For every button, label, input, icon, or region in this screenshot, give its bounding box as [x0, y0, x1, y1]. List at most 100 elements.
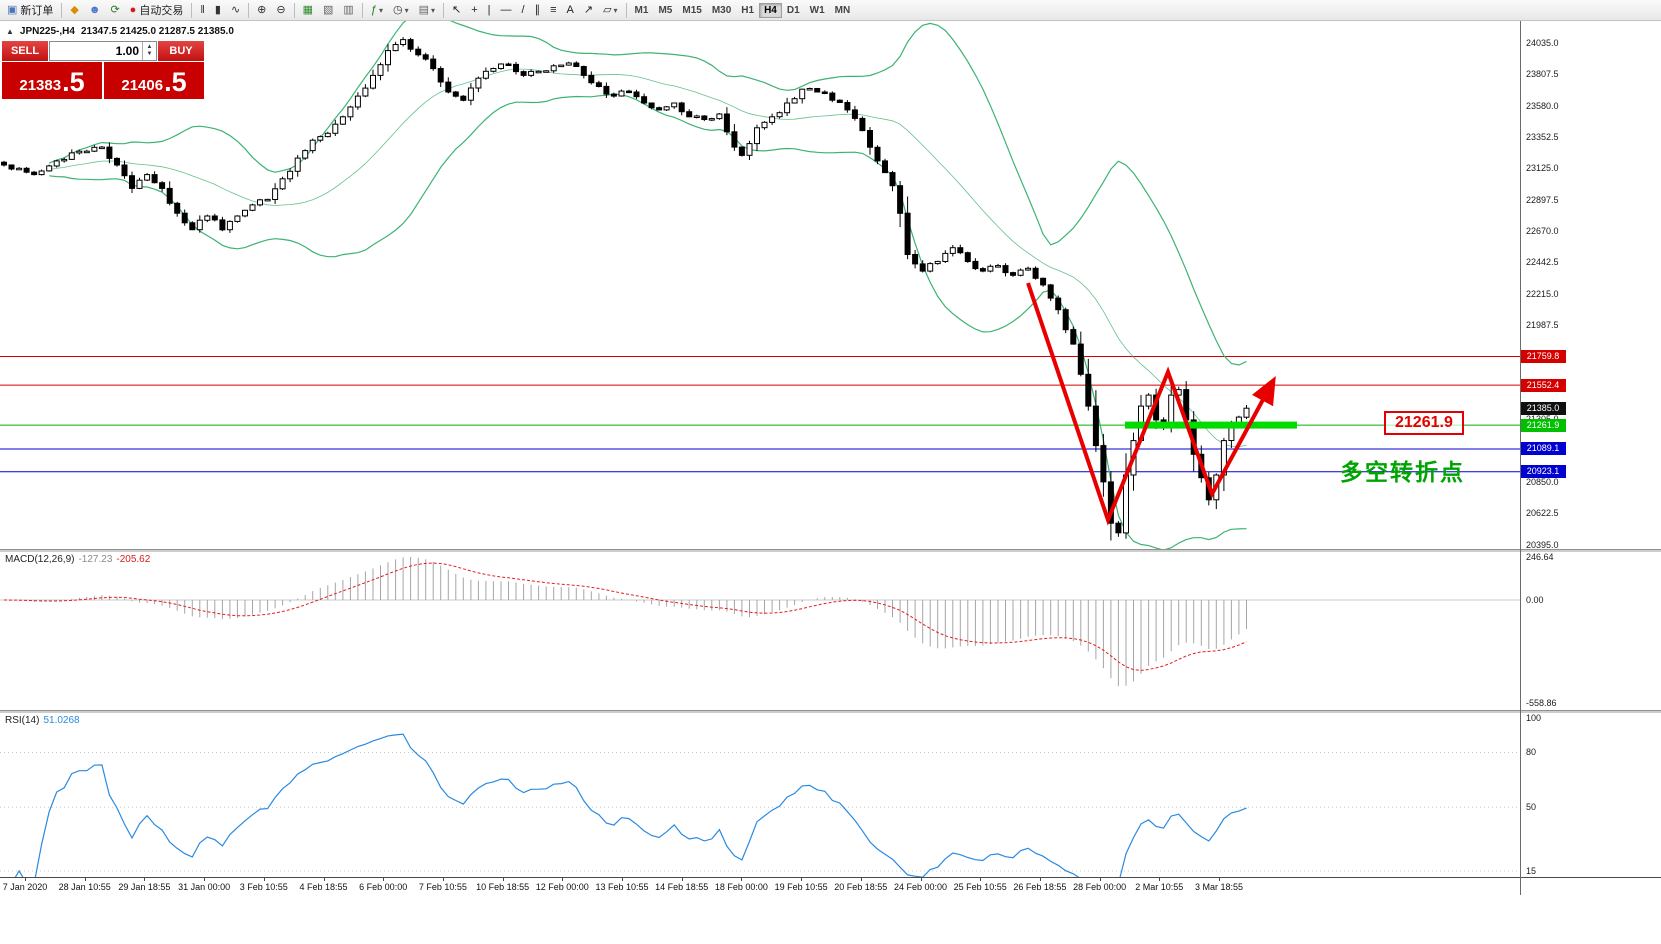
dropdown-arrow-icon[interactable]: ▾ [404, 5, 409, 15]
timeframe-d1-button[interactable]: D1 [786, 4, 800, 16]
zoom-in-button[interactable]: ⊕ [253, 1, 270, 20]
horizontal-line-button[interactable]: — [497, 1, 516, 20]
indicators-button[interactable]: ƒ ▾ [367, 1, 387, 20]
auto-trading-button[interactable]: ● 自动交易 [126, 1, 188, 20]
rsi-axis-label: 80 [1526, 747, 1537, 758]
price-axis-label: 22215.0 [1526, 288, 1559, 299]
community-button[interactable]: ☻ [85, 1, 105, 20]
metaeditor-button[interactable]: ◆ [66, 1, 82, 20]
volume-input[interactable]: 1.00 ▲ ▼ [49, 41, 157, 61]
shapes-button[interactable]: ▱ ▾ [599, 1, 621, 20]
new-order-button-label: 新订单 [20, 5, 54, 17]
time-tick [741, 878, 743, 881]
dropdown-arrow-icon[interactable]: ▾ [378, 5, 383, 15]
vertical-line-button[interactable]: | [484, 1, 495, 20]
new-chart-icon: ▧ [323, 3, 334, 16]
new-order-button[interactable]: ▣ 新订单 [3, 1, 57, 20]
time-tick [144, 878, 146, 881]
bars-chart-button[interactable]: ‖ [196, 1, 209, 20]
time-axis-label: 25 Feb 10:55 [953, 882, 1007, 892]
macd-title: MACD(12,26,9) -127.23 -205.62 [5, 554, 150, 565]
timeframe-m15-button[interactable]: M15 [682, 4, 702, 16]
time-axis-label: 7 Jan 2020 [2, 882, 48, 892]
rsi-title: RSI(14) 51.0268 [5, 715, 80, 726]
panel-separator[interactable] [0, 549, 1661, 552]
spinner-up-icon[interactable]: ▲ [146, 43, 153, 50]
timeframe-mn-button[interactable]: MN [834, 4, 851, 16]
time-axis-label: 13 Feb 10:55 [595, 882, 649, 892]
macd-canvas[interactable] [0, 552, 1520, 710]
spinner-down-icon[interactable]: ▼ [146, 51, 153, 57]
timeframe-h4-button[interactable]: H4 [759, 2, 782, 18]
time-tick [1039, 878, 1041, 881]
chart-shift-button[interactable]: ▥ [339, 1, 357, 20]
indicators-icon: ƒ [370, 3, 377, 16]
toolbar-divider [248, 2, 250, 18]
dropdown-arrow-icon[interactable]: ▾ [613, 5, 618, 15]
volume-spinner[interactable]: ▲ ▼ [142, 42, 156, 60]
sell-price-fraction: .5 [62, 67, 85, 97]
macd-axis-label: 0.00 [1526, 595, 1544, 605]
dropdown-arrow-icon[interactable]: ▾ [430, 5, 435, 15]
text-button[interactable]: A [563, 1, 578, 20]
crosshair-button[interactable]: + [467, 1, 481, 20]
time-axis[interactable]: 7 Jan 2020 28 Jan 10:55 29 Jan 18:55 31 Jan… [0, 877, 1661, 895]
trendline-button[interactable]: / [518, 1, 529, 20]
main-chart-canvas[interactable] [0, 21, 1520, 549]
main-chart-panel: ▲ JPN225-,H4 21347.5 21425.0 21287.5 213… [0, 21, 1661, 550]
buy-price-display[interactable]: 21406.5 [104, 62, 204, 99]
auto-scroll-button[interactable]: ⟳ [106, 1, 123, 20]
panel-separator[interactable] [0, 710, 1661, 713]
fibonacci-button[interactable]: ≡ [546, 1, 560, 20]
turning-point-note[interactable]: 多空转折点 [1340, 459, 1465, 485]
price-callout-box[interactable]: 21261.9 [1384, 411, 1464, 435]
time-tick [442, 878, 444, 881]
rsi-value: 51.0268 [43, 715, 80, 726]
rsi-canvas[interactable] [0, 713, 1520, 885]
time-tick [323, 878, 325, 881]
buy-button[interactable]: BUY [158, 41, 204, 61]
line-chart-button[interactable]: ∿ [227, 1, 244, 20]
time-axis-label: 20 Feb 18:55 [834, 882, 888, 892]
new-chart-button[interactable]: ▧ [319, 1, 337, 20]
periods-button[interactable]: ◷ ▾ [389, 1, 413, 20]
price-axis[interactable]: 24035.0 23807.5 23580.0 23352.5 23125.0 22897… [1520, 21, 1661, 550]
cursor-button[interactable]: ↖ [448, 1, 465, 20]
channel-button[interactable]: ∥ [531, 1, 545, 20]
axis-border [1520, 21, 1521, 895]
price-axis-label: 20395.0 [1526, 539, 1559, 550]
arrows-button[interactable]: ↗ [580, 1, 597, 20]
time-tick [263, 878, 265, 881]
timeframe-h1-button[interactable]: H1 [741, 4, 755, 16]
timeframe-m1-button[interactable]: M1 [634, 4, 649, 16]
macd-axis-label: 246.64 [1526, 552, 1554, 562]
sell-price-display[interactable]: 21383.5 [2, 62, 102, 99]
toolbar-divider [293, 2, 295, 18]
time-axis-label: 14 Feb 18:55 [655, 882, 709, 892]
time-axis-label: 29 Jan 18:55 [118, 882, 171, 892]
zoom-out-button[interactable]: ⊖ [272, 1, 289, 20]
candlestick-chart-button[interactable]: ▮ [211, 1, 225, 20]
auto-scroll-icon: ⟳ [110, 3, 120, 16]
templates-button[interactable]: ▤ ▾ [415, 1, 439, 20]
symbol-ohlc: 21347.5 21425.0 21287.5 21385.0 [80, 26, 234, 37]
arrows-icon: ↗ [583, 3, 594, 16]
timeframe-m30-button[interactable]: M30 [711, 4, 732, 16]
sell-button[interactable]: SELL [2, 41, 48, 61]
time-axis-label: 18 Feb 00:00 [714, 882, 768, 892]
community-icon: ☻ [88, 3, 101, 16]
tile-windows-button[interactable]: ▦ [299, 1, 317, 20]
timeframe-w1-button[interactable]: W1 [809, 4, 825, 16]
shapes-icon: ▱ [603, 3, 612, 16]
time-tick [562, 878, 564, 881]
time-axis-label: 28 Jan 10:55 [58, 882, 111, 892]
toolbar-divider [61, 2, 63, 18]
time-axis-label: 2 Mar 10:55 [1135, 882, 1184, 892]
time-tick [204, 878, 206, 881]
vertical-line-icon: | [487, 3, 491, 16]
window-footer [0, 895, 1661, 944]
timeframe-m5-button[interactable]: M5 [658, 4, 673, 16]
price-marker-21759.8: 21759.8 [1520, 350, 1566, 364]
candlestick-chart-icon: ▮ [214, 3, 221, 16]
one-click-collapse-icon[interactable]: ▲ [6, 27, 14, 36]
